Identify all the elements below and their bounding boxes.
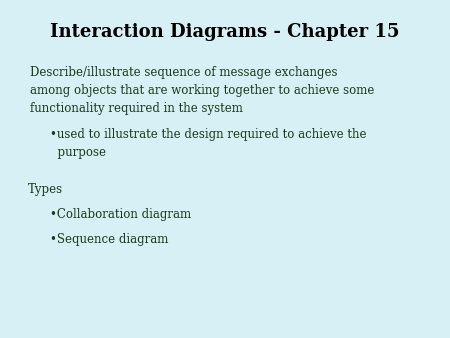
Text: •Collaboration diagram: •Collaboration diagram	[50, 208, 191, 221]
Text: Interaction Diagrams - Chapter 15: Interaction Diagrams - Chapter 15	[50, 23, 400, 41]
Text: Describe/illustrate sequence of message exchanges
among objects that are working: Describe/illustrate sequence of message …	[30, 66, 374, 115]
Text: •Sequence diagram: •Sequence diagram	[50, 233, 168, 246]
Text: •used to illustrate the design required to achieve the
  purpose: •used to illustrate the design required …	[50, 128, 366, 159]
Text: Types: Types	[28, 183, 63, 196]
